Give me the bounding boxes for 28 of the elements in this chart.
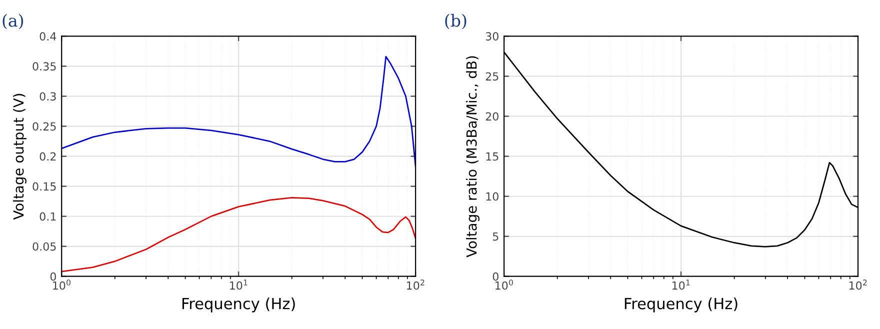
y-tick-label: 0.05 (32, 242, 56, 251)
y-tick-label: 5 (492, 232, 498, 241)
y-tick-label: 0.2 (40, 152, 56, 161)
y-tick-label: 10 (486, 192, 498, 201)
x-axis-title: Frequency (Hz) (624, 298, 738, 312)
y-tick-label: 0.3 (40, 92, 56, 101)
x-tick-label: 10$^{0}$ (495, 280, 513, 290)
y-tick-label: 0.1 (40, 212, 56, 221)
x-tick-label: 10$^{0}$ (53, 280, 70, 290)
y-tick-label: 15 (486, 152, 498, 161)
x-tick-label: 10$^{1}$ (230, 280, 248, 290)
y-tick-label: 20 (486, 112, 498, 121)
y-axis-title: Voltage ratio (M3Ba/Mic., dB) (466, 56, 480, 258)
x-tick-label: 10$^{2}$ (407, 280, 424, 290)
y-tick-label: 0.25 (32, 122, 56, 131)
y-tick-label: 0.35 (32, 62, 56, 71)
y-tick-label: 0 (492, 272, 498, 281)
y-tick-label: 0.4 (40, 32, 56, 41)
y-tick-label: 0.15 (32, 182, 56, 191)
y-tick-label: 25 (486, 72, 498, 81)
chart-title: (b) (445, 14, 466, 30)
x-tick-label: 10$^{1}$ (672, 280, 690, 290)
y-axis-title: Voltage output (V) (13, 94, 26, 220)
x-tick-label: 10$^{2}$ (849, 280, 867, 290)
y-tick-label: 30 (486, 32, 498, 41)
x-axis-title: Frequency (Hz) (182, 298, 295, 312)
y-tick-label: 0 (50, 272, 56, 281)
chart-title: (a) (2, 14, 24, 30)
